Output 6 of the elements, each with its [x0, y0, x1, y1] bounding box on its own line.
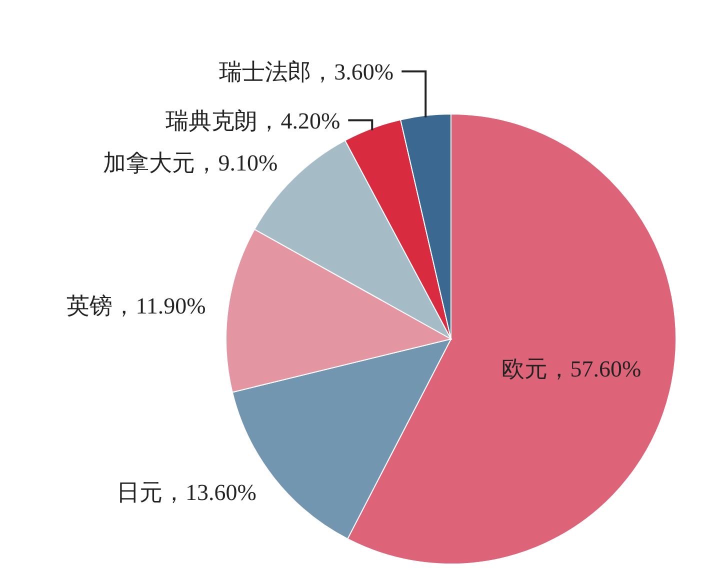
data-label: ，13.60%: [162, 480, 256, 505]
data-label: ，11.90%: [112, 294, 206, 319]
data-label: ，57.60%: [547, 356, 642, 382]
data-label: ，4.20%: [258, 108, 340, 134]
data-label: ，9.10%: [195, 150, 278, 176]
data-label: ，3.60%: [311, 59, 394, 84]
